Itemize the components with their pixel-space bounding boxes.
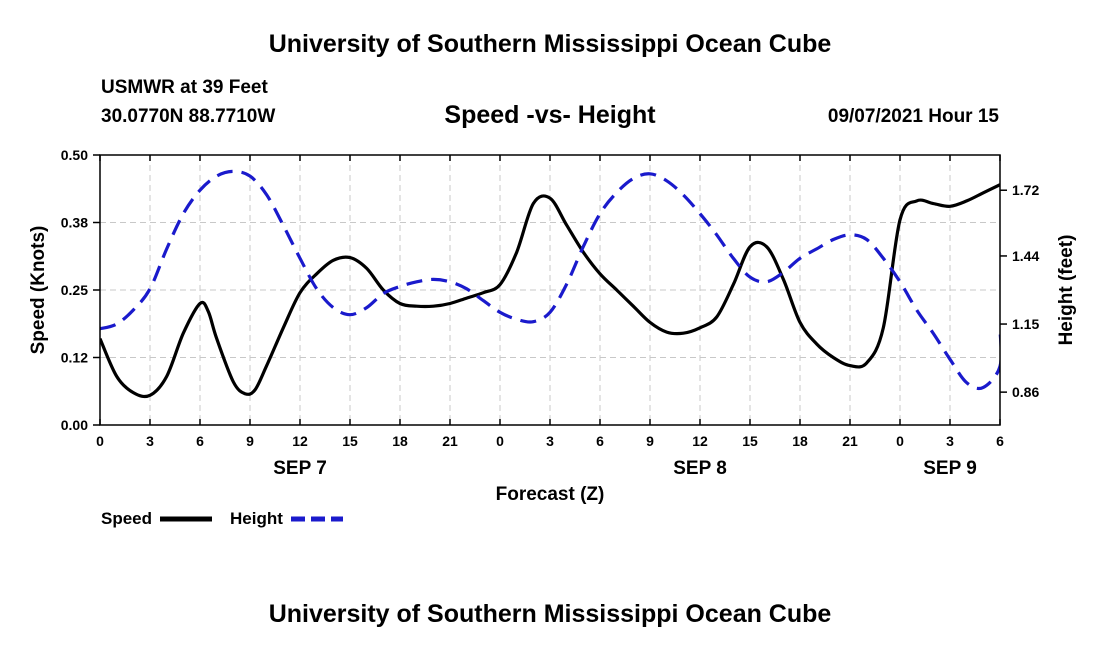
y-left-tick-label: 0.50: [61, 147, 88, 163]
series-line-height: [100, 169, 1000, 391]
y-right-tick-label: 0.86: [1012, 384, 1039, 400]
legend-label-height: Height: [230, 509, 283, 528]
y-right-tick-label: 1.44: [1012, 248, 1039, 264]
x-tick-label: 0: [96, 433, 104, 449]
legend: Speed Height: [101, 509, 343, 528]
x-tick-label: 21: [442, 433, 458, 449]
y-left-tick-label: 0.12: [61, 350, 88, 366]
x-tick-label: 18: [392, 433, 408, 449]
series: [100, 169, 1000, 399]
footer-title: University of Southern Mississippi Ocean…: [268, 600, 832, 628]
x-tick-label: 0: [896, 433, 904, 449]
plot-title: Speed -vs- Height: [444, 101, 656, 129]
x-date-label: SEP 9: [923, 458, 977, 479]
plot-datetime: 09/07/2021 Hour 15: [827, 106, 999, 127]
x-tick-label: 9: [646, 433, 654, 449]
y-left-tick-label: 0.00: [61, 417, 88, 433]
y-left-axis-title: Speed (Knots): [28, 226, 49, 355]
x-axis-title: Forecast (Z): [496, 484, 605, 505]
x-tick-label: 6: [596, 433, 604, 449]
x-tick-label: 12: [292, 433, 308, 449]
x-tick-label: 18: [792, 433, 808, 449]
y-right-axis-title: Height (feet): [1056, 235, 1077, 346]
legend-label-speed: Speed: [101, 509, 152, 528]
x-tick-label: 6: [996, 433, 1004, 449]
x-date-label: SEP 8: [673, 458, 727, 479]
x-tick-label: 0: [496, 433, 504, 449]
y-left-tick-label: 0.38: [61, 215, 88, 231]
x-tick-label: 6: [196, 433, 204, 449]
y-left-tick-label: 0.25: [61, 282, 88, 298]
page-title: University of Southern Mississippi Ocean…: [268, 30, 832, 58]
grid: [100, 155, 1000, 425]
x-tick-label: 12: [692, 433, 708, 449]
series-line-speed: [100, 183, 1000, 399]
x-tick-label: 3: [546, 433, 554, 449]
station-name: USMWR at 39 Feet: [101, 77, 268, 98]
y-right-tick-label: 1.15: [1012, 316, 1039, 332]
station-coordinates: 30.0770N 88.7710W: [101, 106, 276, 127]
x-tick-label: 3: [946, 433, 954, 449]
x-tick-label: 9: [246, 433, 254, 449]
x-tick-label: 15: [742, 433, 758, 449]
x-tick-label: 21: [842, 433, 858, 449]
y-right-tick-label: 1.72: [1012, 182, 1039, 198]
x-tick-label: 15: [342, 433, 358, 449]
x-tick-label: 3: [146, 433, 154, 449]
axes: 0 3 6 9 12 15 18 21 0 3 6 9 12 15 18 21 0 3 6 0.00 0.12 0.25 0…: [28, 147, 1077, 505]
x-date-label: SEP 7: [273, 458, 327, 479]
